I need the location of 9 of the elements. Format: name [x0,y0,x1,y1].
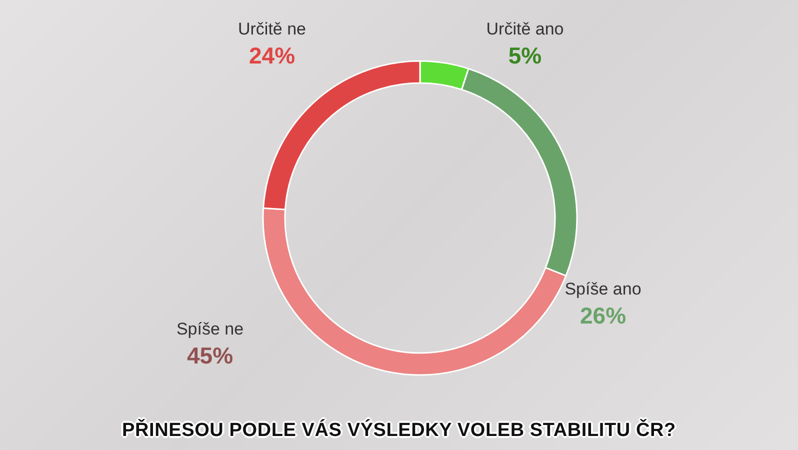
slice-label: Určitě ano [486,20,564,39]
data-label: 5% [508,42,542,68]
slice-label: Spíše ne [176,320,244,339]
data-label: 45% [186,342,234,368]
data-label: 24% [248,42,296,68]
text: PŘINESOU PODLE VÁS VÝSLEDKY VOLEB STABILITU ČR? [121,420,677,442]
slice-label: Určitě ne [238,20,306,39]
data-label: 26% [580,302,626,328]
slice-label: Spíše ano [564,280,642,299]
